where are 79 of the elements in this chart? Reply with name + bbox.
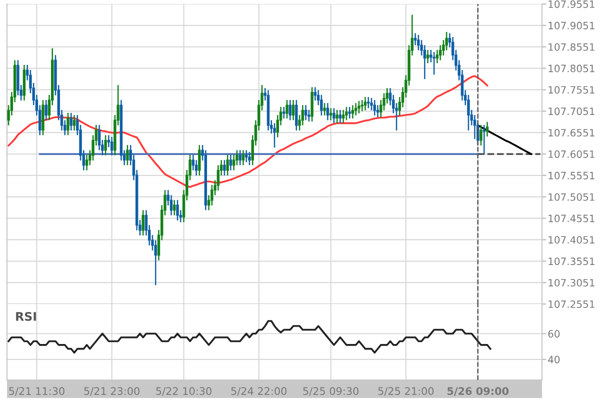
y-tick-label: 60 (548, 330, 560, 338)
y-tick-label: 107.3551 (548, 258, 594, 266)
x-tick-label: 5/25 09:30 (303, 387, 358, 396)
candlestick (244, 150, 248, 163)
candlestick (338, 109, 342, 124)
candlestick (432, 51, 436, 76)
candlestick (345, 106, 348, 121)
candlestick (314, 86, 317, 102)
candlestick (282, 106, 286, 120)
candlestick (248, 151, 251, 166)
y-tick-label: 107.4551 (548, 214, 594, 222)
candlestick (226, 154, 229, 176)
candlestick (104, 134, 107, 156)
candlestick (85, 154, 88, 171)
candlestick (142, 210, 144, 236)
candlestick (358, 100, 360, 114)
text: RSI (16, 312, 36, 321)
x-tick-label: 5/24 22:00 (231, 387, 287, 396)
candlestick (70, 112, 72, 132)
candlestick (436, 49, 439, 64)
y-tick-label: 107.9551 (548, 0, 594, 8)
candlestick (238, 150, 242, 166)
candlestick (467, 94, 470, 132)
x-tick-label: 5/21 11:30 (9, 387, 64, 396)
candlestick (198, 144, 201, 176)
candlestick (295, 99, 298, 132)
y-tick-label: 107.9051 (548, 22, 594, 30)
y-tick-label: 107.5551 (548, 172, 594, 180)
candlestick (126, 144, 129, 166)
candlestick (482, 124, 486, 154)
candlestick (310, 86, 314, 122)
candlestick (351, 104, 354, 120)
x-tick-label: 5/22 10:30 (156, 387, 212, 396)
y-tick-label: 107.7051 (548, 108, 594, 116)
candlestick (320, 94, 323, 116)
y-tick-label: 107.3051 (548, 278, 594, 287)
candlestick (223, 159, 226, 176)
candlestick (480, 124, 482, 146)
candlestick (367, 96, 370, 109)
candlestick (426, 49, 430, 64)
x-tick-label: 5/26 09:00 (448, 387, 509, 396)
candlestick (336, 109, 338, 124)
candlestick (176, 199, 179, 222)
line-series (8, 320, 492, 354)
candlestick (364, 96, 367, 111)
candlestick (110, 136, 114, 156)
candlestick (229, 154, 232, 171)
x-tick-label: 5/21 23:00 (84, 387, 140, 396)
candlestick (342, 109, 345, 124)
candlestick (329, 108, 332, 121)
candlestick (292, 99, 295, 121)
candlestick (326, 102, 330, 121)
y-tick-label: 107.4051 (548, 236, 594, 244)
candlestick (304, 104, 308, 121)
candlestick (360, 99, 364, 112)
candlestick (210, 184, 214, 206)
candlestick (66, 112, 70, 136)
y-tick-label: 107.2551 (548, 300, 594, 308)
candlestick (486, 121, 489, 138)
y-tick-label: 107.6051 (548, 150, 594, 158)
candlestick (173, 199, 176, 216)
candlestick (288, 99, 292, 121)
candlestick (308, 109, 310, 122)
y-tick-label: 107.5051 (548, 193, 594, 201)
y-tick-label: 40 (548, 356, 560, 364)
candlestick (44, 99, 48, 121)
candlestick (286, 99, 288, 120)
candlestick (348, 106, 351, 120)
line-series (476, 124, 532, 155)
candlestick (273, 122, 276, 148)
candlestick (242, 150, 245, 166)
candlestick (323, 102, 326, 116)
y-tick-label: 107.6551 (548, 128, 594, 137)
y-tick-label: 107.8551 (548, 43, 594, 51)
candlestick (332, 108, 336, 124)
candlestick (232, 154, 236, 171)
y-tick-label: 107.7551 (548, 86, 594, 94)
y-tick-label: 107.8051 (548, 64, 594, 72)
x-tick-label: 5/25 21:00 (378, 387, 434, 396)
